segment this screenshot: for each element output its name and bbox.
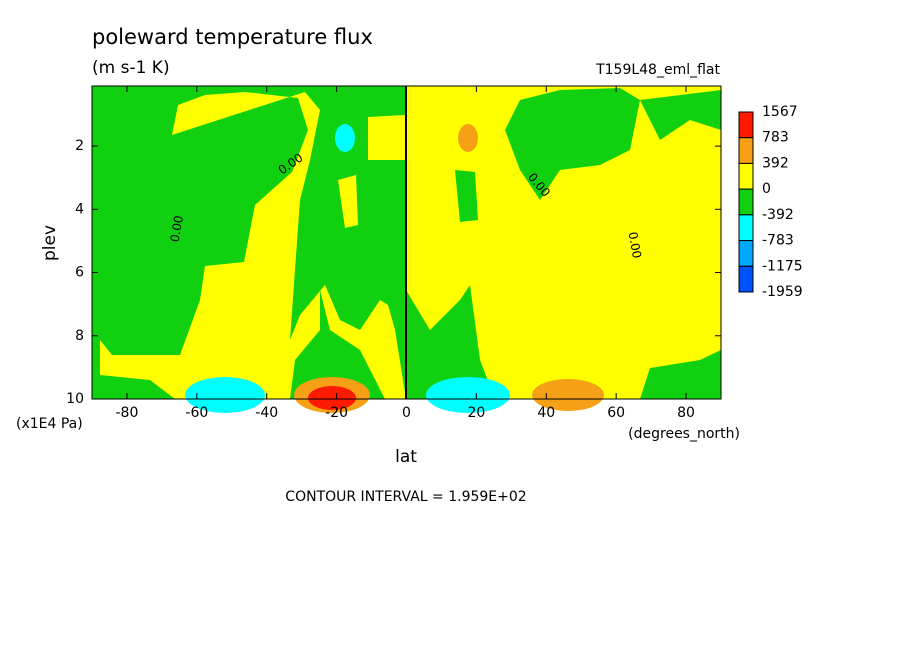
colorbar-label: -1175	[762, 258, 803, 274]
colorbar-box	[738, 137, 754, 164]
y-tick-label: 6	[75, 265, 84, 281]
contour-fill	[505, 88, 640, 200]
chart-title: poleward temperature flux	[92, 25, 373, 49]
colorbar-label: -1959	[762, 284, 803, 300]
x-tick-label: -60	[185, 405, 208, 421]
colorbar-box	[738, 265, 754, 293]
colorbar-box	[738, 162, 754, 190]
x-tick-label: -40	[255, 405, 278, 421]
colorbar-box	[738, 240, 754, 267]
contour-fill	[640, 350, 721, 399]
contour-label: 0.00	[626, 231, 644, 260]
colorbar-label: 392	[762, 155, 789, 171]
contour-label: 0.00	[168, 214, 186, 243]
contour-fill	[338, 175, 358, 228]
colorbar-label: 0	[762, 181, 771, 197]
y-units: (x1E4 Pa)	[16, 416, 83, 432]
x-tick-label: 80	[677, 405, 695, 421]
x-tick-label: 20	[467, 405, 485, 421]
colorbar-label: 1567	[762, 104, 798, 120]
contour-fill	[458, 124, 478, 152]
contour-fills	[92, 86, 721, 413]
contour-fill	[100, 92, 406, 399]
contour-fill	[335, 124, 355, 152]
y-tick-label: 4	[75, 201, 84, 217]
contour-fill	[368, 115, 405, 160]
x-tick-label: 40	[537, 405, 555, 421]
x-tick-label: -80	[116, 405, 139, 421]
colorbar-label: 783	[762, 130, 789, 146]
contour-fill	[185, 377, 265, 413]
colorbar-label: -392	[762, 207, 794, 223]
contour-fill	[426, 377, 510, 413]
colorbar-label: -783	[762, 233, 794, 249]
y-tick-label: 2	[75, 138, 84, 154]
y-tick-label: 10	[66, 391, 84, 407]
dataset-label: T159L48_eml_flat	[595, 62, 720, 78]
x-axis-label: lat	[395, 447, 417, 467]
x-tick-label: 60	[607, 405, 625, 421]
contour-fill	[640, 90, 721, 140]
y-tick-label: 8	[75, 328, 84, 344]
colorbar-box	[738, 111, 754, 139]
units: (m s-1 K)	[92, 58, 170, 78]
x-units: (degrees_north)	[628, 426, 740, 442]
x-tick-label: -20	[325, 405, 348, 421]
x-tick-label: 0	[402, 405, 411, 421]
contour-fill	[532, 379, 604, 411]
contour-fill	[406, 285, 495, 399]
footer: CONTOUR INTERVAL = 1.959E+02	[285, 489, 526, 505]
y-axis-label: plev	[40, 225, 60, 261]
colorbar-box	[738, 188, 754, 216]
contour-fill	[308, 386, 356, 410]
contour-fill	[455, 170, 478, 222]
colorbar-box	[738, 214, 754, 242]
